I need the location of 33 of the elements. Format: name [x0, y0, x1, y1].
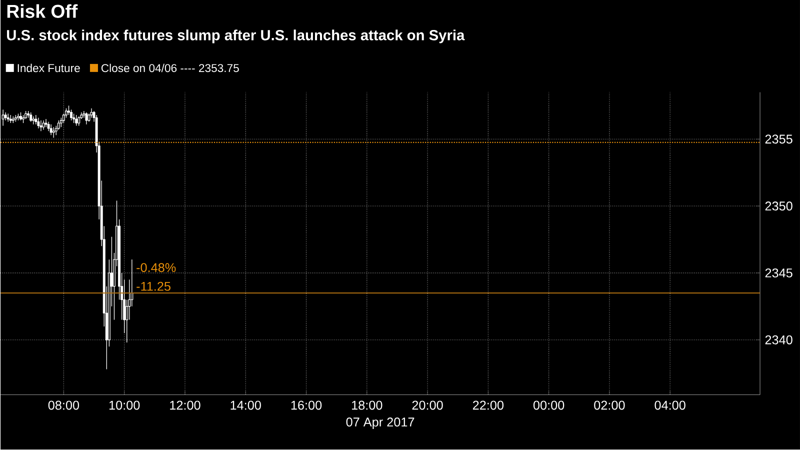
x-axis-title: 07 Apr 2017 [346, 418, 414, 430]
legend-label: Index Future [18, 64, 80, 72]
candlestick [88, 114, 90, 122]
x-tick-label: 10:00 [109, 400, 140, 410]
candlestick [85, 112, 88, 125]
candlestick [40, 120, 42, 132]
x-tick-label: 20:00 [412, 400, 443, 410]
annotation: -11.25 [136, 282, 170, 291]
x-tick-label: 16:00 [291, 400, 322, 410]
y-tick-label: 2350 [765, 202, 792, 211]
x-tick-label: 22:00 [472, 400, 504, 410]
candlestick [47, 122, 50, 132]
legend-label: Close on 04/06 ---- 2353.75 [101, 64, 239, 72]
candlestick [44, 118, 48, 128]
y-tick-label: 2340 [765, 336, 792, 344]
candlestick [42, 120, 45, 130]
candlestick [50, 124, 52, 136]
annotation: -0.48% [136, 263, 176, 272]
chart-title: Risk Off [7, 4, 78, 18]
candlestick [37, 118, 40, 129]
x-tick-label: 02:00 [594, 400, 625, 410]
x-tick-label: 04:00 [654, 400, 686, 410]
x-tick-label: 12:00 [170, 400, 200, 410]
y-tick-label: 2345 [765, 268, 792, 278]
x-tick-label: 14:00 [230, 400, 261, 410]
x-tick-label: 18:00 [352, 400, 382, 410]
candlestick [128, 279, 131, 320]
candlestick [130, 259, 134, 307]
x-tick-label: 00:00 [533, 400, 564, 410]
candlestick [123, 279, 126, 334]
x-tick-label: 08:00 [48, 400, 80, 410]
y-tick-label: 2355 [765, 134, 792, 144]
chart-subtitle: U.S. stock index futures slump after U.S. launches attack on Syria [7, 30, 465, 44]
